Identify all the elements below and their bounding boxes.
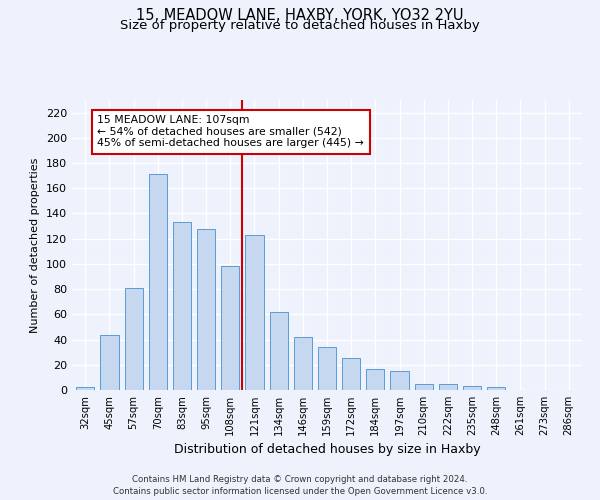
- Bar: [463, 386, 481, 390]
- Text: 15 MEADOW LANE: 107sqm
← 54% of detached houses are smaller (542)
45% of semi-de: 15 MEADOW LANE: 107sqm ← 54% of detached…: [97, 115, 364, 148]
- Text: Size of property relative to detached houses in Haxby: Size of property relative to detached ho…: [120, 19, 480, 32]
- Text: Distribution of detached houses by size in Haxby: Distribution of detached houses by size …: [173, 442, 481, 456]
- Bar: [173, 222, 191, 390]
- Bar: [391, 371, 409, 390]
- Bar: [415, 384, 433, 390]
- Bar: [439, 384, 457, 390]
- Bar: [318, 347, 336, 390]
- Bar: [76, 388, 94, 390]
- Bar: [487, 388, 505, 390]
- Bar: [245, 235, 263, 390]
- Bar: [100, 334, 119, 390]
- Bar: [294, 337, 312, 390]
- Bar: [221, 266, 239, 390]
- Bar: [269, 312, 288, 390]
- Bar: [366, 368, 385, 390]
- Bar: [125, 288, 143, 390]
- Text: 15, MEADOW LANE, HAXBY, YORK, YO32 2YU: 15, MEADOW LANE, HAXBY, YORK, YO32 2YU: [136, 8, 464, 22]
- Bar: [149, 174, 167, 390]
- Text: Contains HM Land Registry data © Crown copyright and database right 2024.
Contai: Contains HM Land Registry data © Crown c…: [113, 474, 487, 496]
- Bar: [197, 228, 215, 390]
- Y-axis label: Number of detached properties: Number of detached properties: [31, 158, 40, 332]
- Bar: [342, 358, 360, 390]
